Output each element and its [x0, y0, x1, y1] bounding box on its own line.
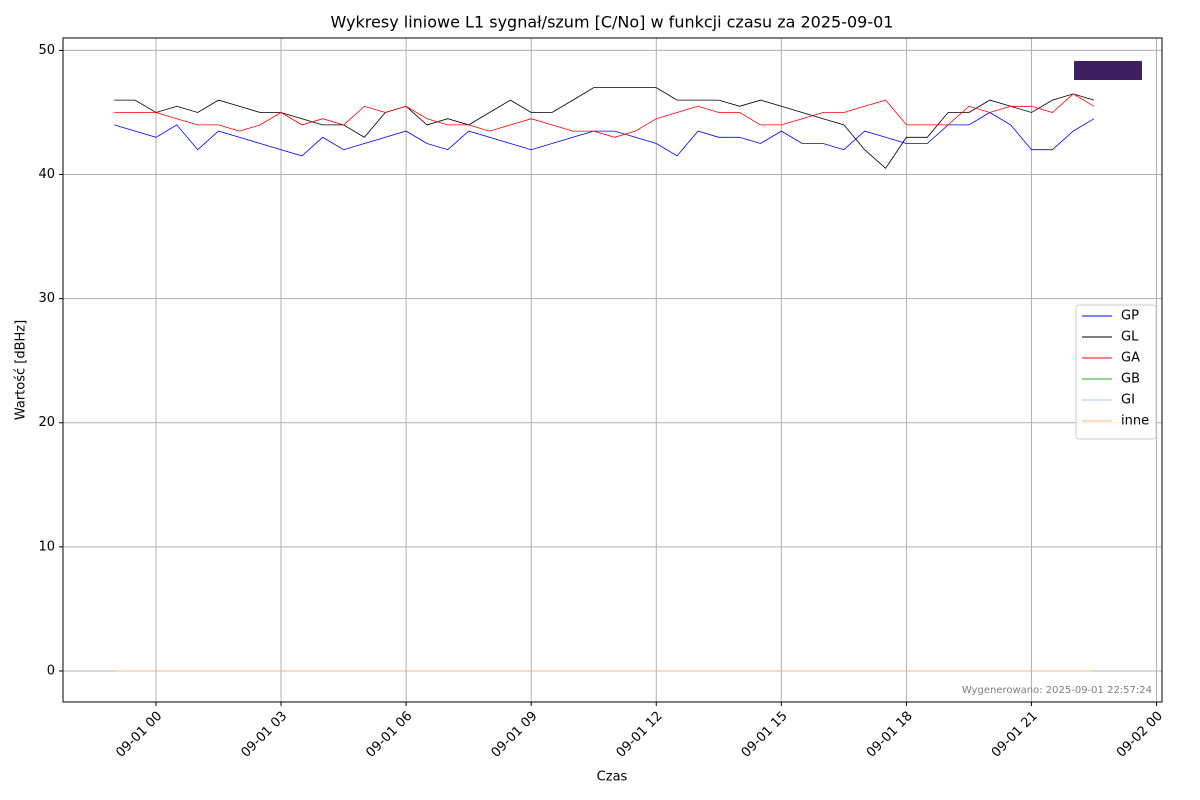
x-tick-label: 09-01 18 [864, 709, 916, 761]
x-tick-label: 09-02 00 [1114, 709, 1166, 761]
chart-title: Wykresy liniowe L1 sygnał/szum [C/No] w … [331, 13, 894, 32]
plot-frame [62, 37, 1163, 703]
legend-label: GL [1121, 330, 1139, 345]
x-tick-label: 09-01 09 [489, 709, 541, 761]
x-tick-label: 09-01 12 [614, 709, 666, 761]
y-tick-label: 50 [38, 43, 55, 58]
y-axis-label: Wartość [dBHz] [14, 320, 29, 420]
x-tick-label: 09-01 15 [739, 709, 791, 761]
x-tick-label: 09-01 21 [989, 709, 1041, 761]
x-axis-label: Czas [597, 770, 628, 785]
y-tick-label: 10 [38, 539, 55, 554]
legend-label: inne [1121, 414, 1149, 429]
y-tick-label: 0 [47, 663, 55, 678]
series-line [114, 93, 1095, 138]
y-tick-label: 20 [38, 415, 55, 430]
x-tick-label: 09-01 06 [363, 709, 415, 761]
legend-label: GB [1121, 372, 1140, 387]
legend-label: GI [1121, 393, 1135, 408]
series-line [114, 87, 1095, 169]
x-tick-label: 09-01 00 [113, 709, 165, 761]
legend-label: GP [1121, 309, 1139, 324]
series-line [114, 112, 1095, 157]
x-tick-label: 09-01 03 [238, 709, 290, 761]
y-tick-label: 30 [38, 291, 55, 306]
legend [1075, 304, 1157, 440]
annotation: Wygenerowano: 2025-09-01 22:57:24 [962, 685, 1152, 696]
legend-label: GA [1121, 351, 1140, 366]
logo [1074, 61, 1142, 80]
y-tick-label: 40 [38, 167, 55, 182]
